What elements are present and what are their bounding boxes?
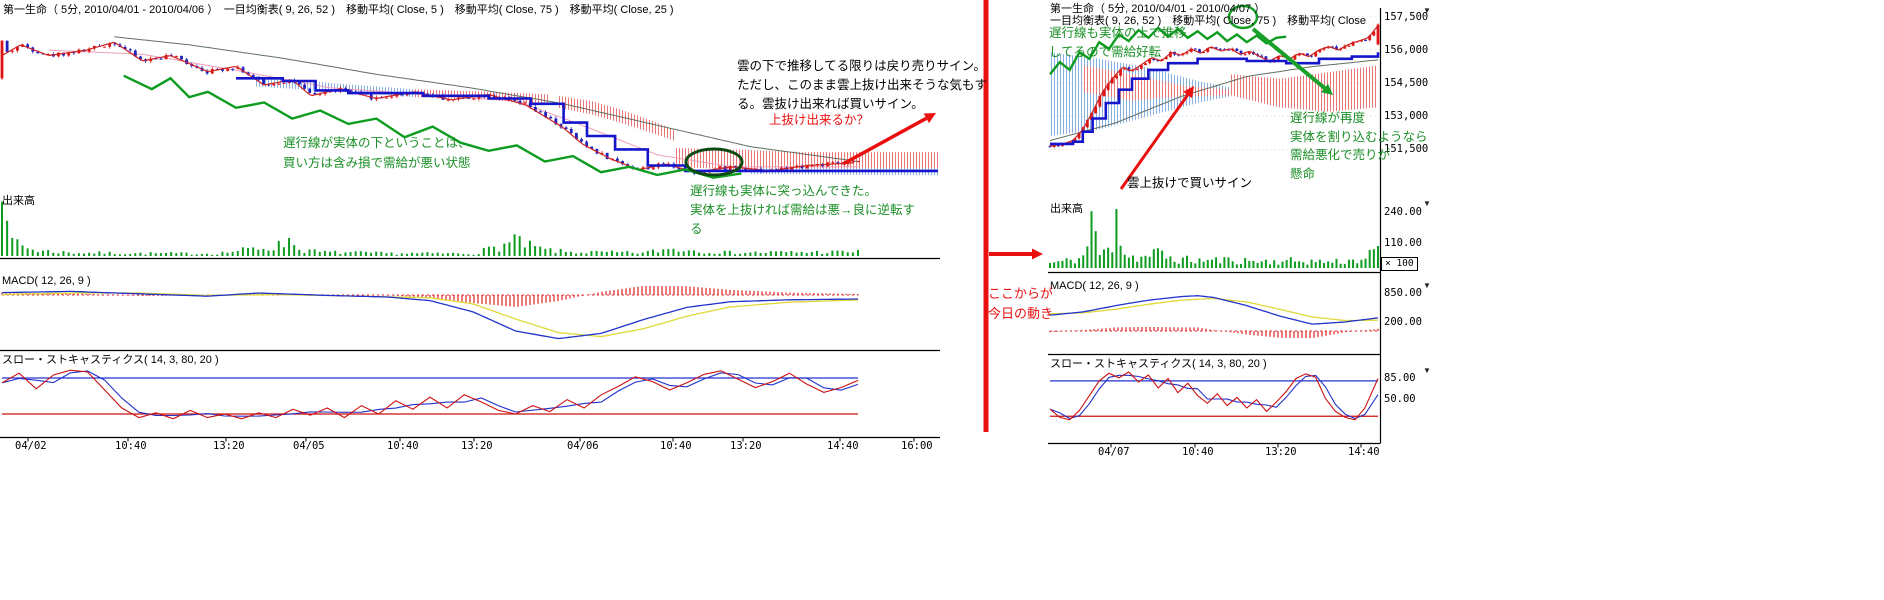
- x-axis-label: 14:40: [1348, 446, 1380, 458]
- volume-scale-scroll-icon[interactable]: ▼: [1423, 199, 1431, 208]
- x-axis-label: 10:40: [660, 440, 692, 452]
- x-axis-label: 10:40: [387, 440, 419, 452]
- right-chart-header-line1: 第一生命（ 5分, 2010/04/01 - 2010/04/07 ）: [1050, 3, 1266, 15]
- left-macd-chart: [1, 285, 859, 340]
- annotation-cloud-comment: 雲の下で推移してる限りは戻り売りサイン。 ただし、このまま雲上抜け出来そうな気も…: [737, 59, 988, 111]
- right-stoch-label: スロー・ストキャスティクス( 14, 3, 80, 20 ): [1050, 358, 1267, 370]
- right-volume-axis-value: 110.00: [1384, 236, 1422, 249]
- x-axis-label: 04/02: [15, 440, 47, 452]
- right-main-axis-value: 153,000: [1384, 110, 1429, 123]
- left-volume-label: 出来高: [2, 195, 35, 207]
- ichimoku-cloud: [1230, 65, 1378, 112]
- right-macd-axis-value: 200.00: [1384, 315, 1422, 328]
- left-main-chart: [0, 36, 938, 179]
- right-volume-axis-value: 240.00: [1384, 206, 1422, 219]
- annotation-today-move: ここからが 今日の動き: [988, 286, 1054, 321]
- x-axis-label: 13:20: [461, 440, 493, 452]
- right-main-axis-value: 157,500: [1384, 10, 1429, 23]
- price-scale-scroll-icon[interactable]: ▼: [1423, 6, 1431, 15]
- right-macd-label: MACD( 12, 26, 9 ): [1050, 280, 1139, 292]
- annotation-chikou-warning: 遅行線が再度 実体を割り込むようなら 需給悪化で売りが 懸命: [1290, 111, 1428, 181]
- chikou-ellipse: [684, 147, 744, 177]
- macd-scale-scroll-icon[interactable]: ▼: [1423, 281, 1431, 290]
- x-axis-label: 04/06: [567, 440, 599, 452]
- right-main-chart: [1048, 16, 1380, 150]
- right-main-axis-value: 154,500: [1384, 77, 1429, 90]
- panel-divider: [983, 0, 989, 432]
- today-pointer-arrow: [989, 248, 1043, 260]
- x-axis-label: 13:20: [1265, 446, 1297, 458]
- x-axis-label: 04/05: [293, 440, 325, 452]
- right-volume-label: 出来高: [1050, 203, 1083, 215]
- x-axis-label: 10:40: [115, 440, 147, 452]
- chikou-warning-arrow: [1251, 27, 1333, 95]
- right-macd-axis-value: 850.00: [1384, 286, 1422, 299]
- left-macd-label: MACD( 12, 26, 9 ): [2, 275, 91, 287]
- annotation-chikou-above: 遅行線も実体の上で推移 してるので需給好転: [1049, 26, 1187, 59]
- annotation-chikou-into-body: 遅行線も実体に突っ込んできた。 実体を上抜ければ需給は悪→良に逆転す る: [690, 184, 916, 236]
- right-stoch-axis-value: 50.00: [1384, 392, 1416, 405]
- right-chart-header-line2: 一目均衡表( 9, 26, 52 ) 移動平均( Close, 75 ) 移動平…: [1050, 15, 1367, 27]
- left-volume-bars: [1, 201, 859, 256]
- right-volume-bars: [1049, 208, 1379, 268]
- left-chart-header: 第一生命（ 5分, 2010/04/01 - 2010/04/06 ） 一目均衡…: [3, 4, 674, 16]
- x-axis-label: 16:00: [901, 440, 933, 452]
- x-axis-label: 10:40: [1182, 446, 1214, 458]
- ichimoku-cloud: [558, 95, 676, 142]
- buy-signal-arrow: [1119, 86, 1194, 190]
- left-stoch-label: スロー・ストキャスティクス( 14, 3, 80, 20 ): [2, 354, 219, 366]
- x-axis-label: 13:20: [730, 440, 762, 452]
- annotation-shapes: [684, 0, 1333, 432]
- breakout-arrow: [842, 113, 936, 166]
- annotation-cloud-breakout-buy: 雲上抜けで買いサイン: [1127, 176, 1253, 190]
- right-stoch-axis-value: 85.00: [1384, 371, 1416, 384]
- stoch-scale-scroll-icon[interactable]: ▼: [1423, 366, 1431, 375]
- right-macd-chart: [1049, 295, 1379, 339]
- left-stoch-chart: [1, 369, 859, 420]
- x-axis-label: 14:40: [827, 440, 859, 452]
- x-axis-label: 13:20: [213, 440, 245, 452]
- right-main-axis-value: 151,500: [1384, 143, 1429, 156]
- annotation-breakout-question: 上抜け出来るか？: [769, 113, 870, 127]
- right-stoch-chart: [1049, 371, 1379, 421]
- ma75-circle: [1227, 4, 1259, 30]
- right-main-axis-value: 156,000: [1384, 43, 1429, 56]
- volume-multiplier-badge: × 100: [1381, 257, 1418, 271]
- annotation-chikou-below: 遅行線が実体の下ということは、 買い方は含み損で需給が悪い状態: [283, 136, 471, 170]
- x-axis-label: 04/07: [1098, 446, 1130, 458]
